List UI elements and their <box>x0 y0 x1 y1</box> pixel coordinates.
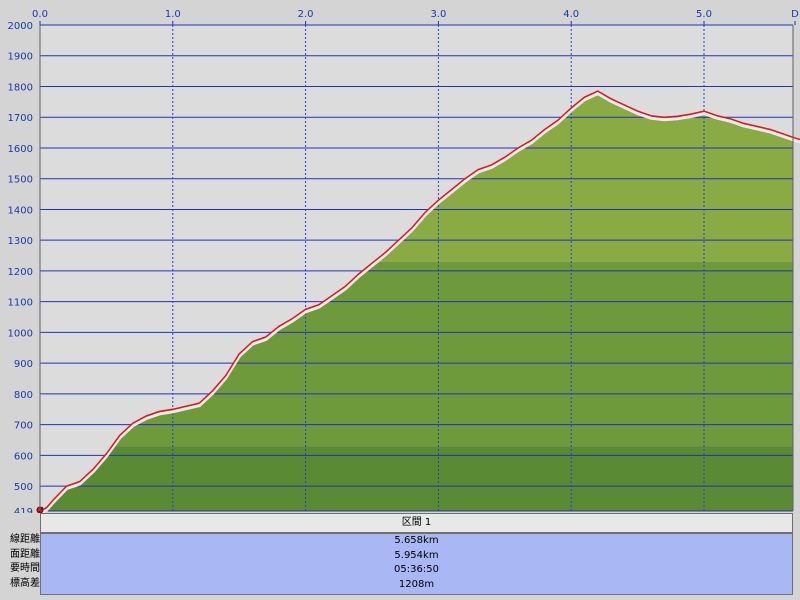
y-tick-label-16: 419 <box>14 507 33 513</box>
y-tick-label-9: 1100 <box>8 298 33 309</box>
x-axis-ticks: 0.0 1.0 2.0 3.0 4.0 5.0 D <box>32 9 799 25</box>
y-tick-label-12: 800 <box>14 390 33 401</box>
info-panel: 区間 1 5.658km 5.954km 05:36:50 1208m <box>40 513 793 595</box>
x-tick-label-5: 5.0 <box>696 9 712 20</box>
start-marker-arrow <box>38 506 44 513</box>
info-panel-body: 5.658km 5.954km 05:36:50 1208m <box>40 533 793 595</box>
y-tick-label-4: 1600 <box>8 144 33 155</box>
grid-lines <box>40 24 793 512</box>
y-tick-label-0: 2000 <box>8 21 33 32</box>
x-tick-label-3: 3.0 <box>430 9 446 20</box>
elevation-profile-line <box>39 90 800 512</box>
x-tick-label-1: 1.0 <box>165 9 181 20</box>
x-tick-label-4: 4.0 <box>563 9 579 20</box>
y-tick-label-5: 1500 <box>8 175 33 186</box>
y-tick-label-10: 1000 <box>8 328 33 339</box>
section-header[interactable]: 区間 1 <box>40 513 793 533</box>
y-tick-label-6: 1400 <box>8 205 33 216</box>
info-label-required-time: 要時間 <box>10 563 40 574</box>
elevation-shadow-line <box>39 91 800 513</box>
x-tick-label-6: D <box>791 9 799 20</box>
info-label-elevation-difference: 標高差 <box>10 577 40 589</box>
y-tick-label-3: 1700 <box>8 113 33 124</box>
info-value-elevation-difference: 1208m <box>398 578 435 590</box>
y-tick-label-1: 1900 <box>8 52 33 63</box>
x-tick-label-0: 0.0 <box>32 9 48 20</box>
y-tick-label-8: 1200 <box>8 267 33 278</box>
y-tick-label-11: 900 <box>14 359 33 370</box>
x-tick-label-2: 2.0 <box>298 9 314 20</box>
info-value-straight-distance: 5.658km <box>394 535 439 546</box>
y-tick-label-15: 500 <box>14 482 33 493</box>
y-axis-ticks: 2000 1900 1800 1700 1600 1500 1400 1300 1200 1100… <box>8 21 33 513</box>
elevation-profile-chart: 0.0 1.0 2.0 3.0 4.0 5.0 D 2000 1900 1800 1700 1600… <box>8 9 800 513</box>
y-tick-label-13: 700 <box>14 421 33 432</box>
elevation-band-2 <box>40 446 793 511</box>
info-value-surface-distance: 5.954km <box>394 549 439 561</box>
y-tick-label-14: 600 <box>14 451 33 462</box>
info-labels: 線距離 面距離 要時間 標高差 <box>0 533 40 591</box>
info-label-straight-distance: 線距離 <box>10 534 40 545</box>
y-tick-label-2: 1800 <box>8 82 33 93</box>
y-tick-label-7: 1300 <box>8 236 33 247</box>
info-value-required-time: 05:36:50 <box>394 564 439 575</box>
info-label-surface-distance: 面距離 <box>10 548 40 560</box>
